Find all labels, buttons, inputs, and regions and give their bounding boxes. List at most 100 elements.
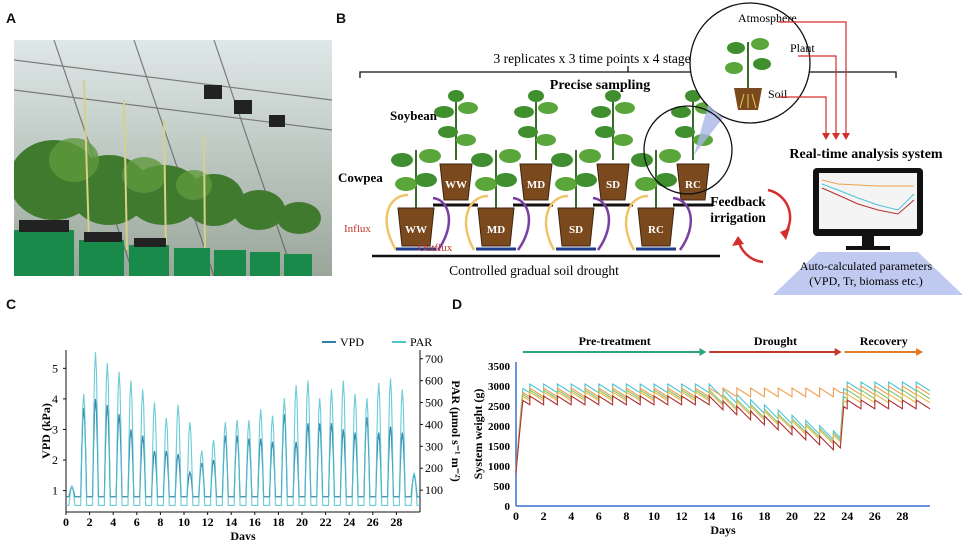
y-tick-label: 500 [494,481,511,493]
panel-letter-c: C [6,296,17,312]
x-tick-label: 26 [869,509,881,523]
y-tick-label: 0 [505,501,511,513]
phase-arrowhead [834,348,842,356]
y-axis-label: System weight (g) [471,389,485,480]
sampling-label: Precise sampling [550,78,650,93]
pot-label-top-md: MD [527,179,545,191]
y2-tick-label: 200 [425,461,443,475]
detail-circle [643,105,733,195]
atmosphere-label: Atmosphere [738,11,797,25]
y-tick-label: 5 [52,361,58,375]
y2-tick-label: 100 [425,483,443,497]
series-line-par [66,352,420,506]
x-tick-label: 4 [568,509,574,523]
influx-label: Influx [344,223,371,235]
phase-label: Recovery [860,334,908,348]
soybean-row [434,90,715,160]
y-tick-label: 2 [52,453,58,467]
pot-label-bottom-md: MD [487,224,505,236]
x-tick-label: 22 [814,509,826,523]
x-tick-label: 16 [249,515,261,529]
x-tick-label: 12 [676,509,688,523]
cowpea-row [391,149,681,210]
x-tick-label: 4 [110,515,116,529]
x-tick-label: 28 [896,509,908,523]
legend-label: VPD [340,335,364,349]
legend-label: PAR [410,335,432,349]
x-tick-label: 2 [87,515,93,529]
y-tick-label: 1000 [488,461,511,473]
y2-tick-label: 600 [425,374,443,388]
x-tick-label: 14 [225,515,237,529]
x-tick-label: 28 [390,515,402,529]
panel-letter-b: B [336,10,347,26]
x-tick-label: 26 [367,515,379,529]
y-tick-label: 1500 [488,441,511,453]
y2-axis-label: PAR (μmol s⁻¹ m⁻²) [449,380,460,481]
auto-calc-line1: Auto-calculated parameters [800,259,933,273]
pot-label-top-ww: WW [445,179,467,191]
x-tick-label: 24 [343,515,355,529]
y2-tick-label: 300 [425,439,443,453]
phase-label: Pre-treatment [579,334,651,348]
y-axis-label: VPD (kPa) [39,403,53,459]
pot-label-bottom-ww: WW [405,224,427,236]
x-tick-label: 6 [134,515,140,529]
x-tick-label: 0 [63,515,69,529]
x-axis-label: Days [230,529,256,540]
soil-label: Soil [768,87,788,101]
phase-arrowhead [916,348,924,356]
pot-label-bottom-rc: RC [648,224,664,236]
irrigation-label: irrigation [710,210,766,225]
weight-series-line [515,394,931,474]
y-tick-label: 2500 [488,401,511,413]
x-tick-label: 8 [157,515,163,529]
realtime-label: Real-time analysis system [789,147,943,162]
x-tick-label: 20 [786,509,798,523]
soybean-label: Soybean [390,108,438,123]
outflux-label: Outflux [418,242,453,254]
y-tick-label: 4 [52,392,58,406]
phase-arrowhead [699,348,707,356]
x-tick-label: 10 [178,515,190,529]
system-weight-chart: 0 2 4 6 8 10 12 14 16 18 20 22 24 26 28 0 500 1000 1500 200… [470,300,968,540]
x-tick-label: 6 [596,509,602,523]
x-axis-label: Days [710,523,736,537]
series-line-vpd [66,398,420,498]
y-tick-label: 3500 [488,361,511,373]
controlled-drought-label: Controlled gradual soil drought [449,263,619,278]
y2-tick-label: 500 [425,396,443,410]
x-tick-label: 18 [758,509,770,523]
cowpea-label: Cowpea [338,170,383,185]
x-tick-label: 18 [272,515,284,529]
y2-tick-label: 400 [425,417,443,431]
x-tick-label: 12 [202,515,214,529]
x-tick-label: 8 [623,509,629,523]
panel-letter-d: D [452,296,463,312]
pot-label-top-sd: SD [606,179,620,191]
auto-calc-line2: (VPD, Tr, biomass etc.) [809,274,923,288]
x-tick-label: 14 [703,509,715,523]
x-tick-label: 24 [841,509,853,523]
x-tick-label: 0 [513,509,519,523]
panel-letter-a: A [6,10,17,26]
phase-label: Drought [754,334,797,348]
y-tick-label: 1 [52,484,58,498]
x-tick-label: 2 [541,509,547,523]
plant-label: Plant [790,41,815,55]
monitor-icon [813,168,923,250]
zoom-circle [689,2,811,124]
vpd-par-chart: 0 2 4 6 8 10 12 14 16 18 20 22 24 26 28 1 2 3 4 5 100 200 300 4… [0,300,463,543]
y2-tick-label: 700 [425,352,443,366]
x-tick-label: 10 [648,509,660,523]
y-tick-label: 3 [52,422,58,436]
x-tick-label: 20 [296,515,308,529]
x-tick-label: 16 [731,509,743,523]
y-tick-label: 2000 [488,421,511,433]
greenhouse-photo [14,40,332,276]
x-tick-label: 22 [320,515,332,529]
pot-label-top-rc: RC [685,179,701,191]
y-tick-label: 3000 [488,381,511,393]
experiment-diagram: 3 replicates x 3 time points x 4 stages … [338,0,968,300]
pot-label-bottom-sd: SD [569,224,583,236]
